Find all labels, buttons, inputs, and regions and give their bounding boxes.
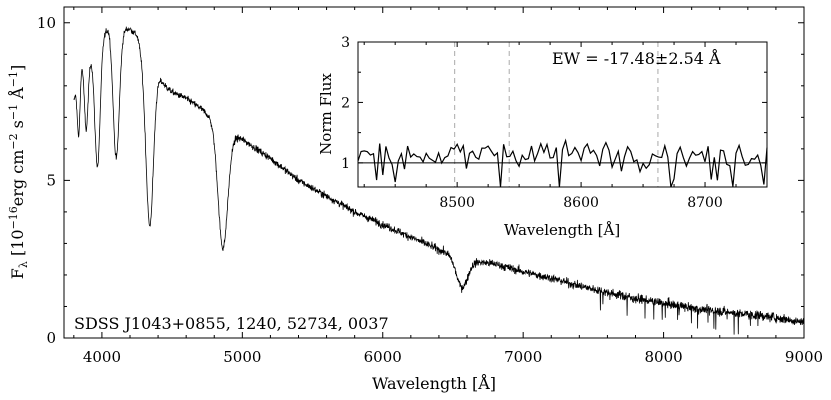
y-label-exp-2: −2 xyxy=(7,133,20,149)
main-x-tick-label: 4000 xyxy=(83,348,121,366)
y-label-angstrom: Å xyxy=(7,87,27,104)
inset-y-tick-label: 1 xyxy=(341,156,350,172)
main-x-tick-label: 5000 xyxy=(223,348,261,366)
main-axes-frame xyxy=(63,6,805,339)
y-label-lambda: λ xyxy=(17,261,30,268)
y-label-f: F xyxy=(8,268,27,279)
main-x-tick-label: 8000 xyxy=(644,348,682,366)
main-y-tick-label: 10 xyxy=(37,14,56,32)
main-x-tick-label: 7000 xyxy=(504,348,542,366)
y-label-s: s xyxy=(8,120,27,133)
equivalent-width-annotation: EW = -17.48±2.54 Å xyxy=(552,48,721,68)
main-y-tick-label: 0 xyxy=(46,329,56,347)
inset-y-axis-label: Norm Flux xyxy=(317,73,335,155)
inset-x-tick-label: 8700 xyxy=(687,195,723,211)
main-x-tick-label: 6000 xyxy=(364,348,402,366)
y-label-erg-cm: erg cm xyxy=(8,150,27,207)
main-x-axis-label: Wavelength [Å] xyxy=(372,373,496,393)
main-y-axis-label: Fλ [10−16erg cm−2 s−1 Å−1] xyxy=(7,65,30,279)
inset-y-ticks: 1 2 3 xyxy=(341,35,767,172)
main-x-ticks: 4000 5000 6000 7000 8000 9000 xyxy=(73,7,823,366)
y-label-exp-1b: −1 xyxy=(7,71,20,87)
object-id-annotation: SDSS J1043+0855, 1240, 52734, 0037 xyxy=(74,314,389,333)
inset-x-tick-label: 8500 xyxy=(439,195,475,211)
y-label-exp-16: −16 xyxy=(7,206,20,229)
main-x-tick-label: 9000 xyxy=(785,348,823,366)
main-plot: 4000 5000 6000 7000 8000 9000 0 5 10 SDSS J1043… xyxy=(7,6,823,393)
inset-spectrum-line xyxy=(357,138,768,188)
main-spectrum-line xyxy=(73,26,805,335)
y-label-close: ] xyxy=(8,65,27,71)
inset-plot: 8500 8600 8700 1 2 3 EW = -17.48±2.54 Å Wave… xyxy=(317,35,768,239)
y-label-exp-1a: −1 xyxy=(7,104,20,120)
inset-y-tick-label: 2 xyxy=(341,95,350,111)
inset-x-axis-label: Wavelength [Å] xyxy=(504,221,620,239)
inset-x-ticks: 8500 8600 8700 xyxy=(363,42,768,211)
inset-x-tick-label: 8600 xyxy=(563,195,599,211)
inset-axes-frame xyxy=(357,41,768,188)
y-label-bracket: [10 xyxy=(8,229,27,261)
main-y-ticks: 0 5 10 xyxy=(37,14,804,347)
main-y-tick-label: 5 xyxy=(46,171,56,189)
inset-y-tick-label: 3 xyxy=(341,35,350,51)
